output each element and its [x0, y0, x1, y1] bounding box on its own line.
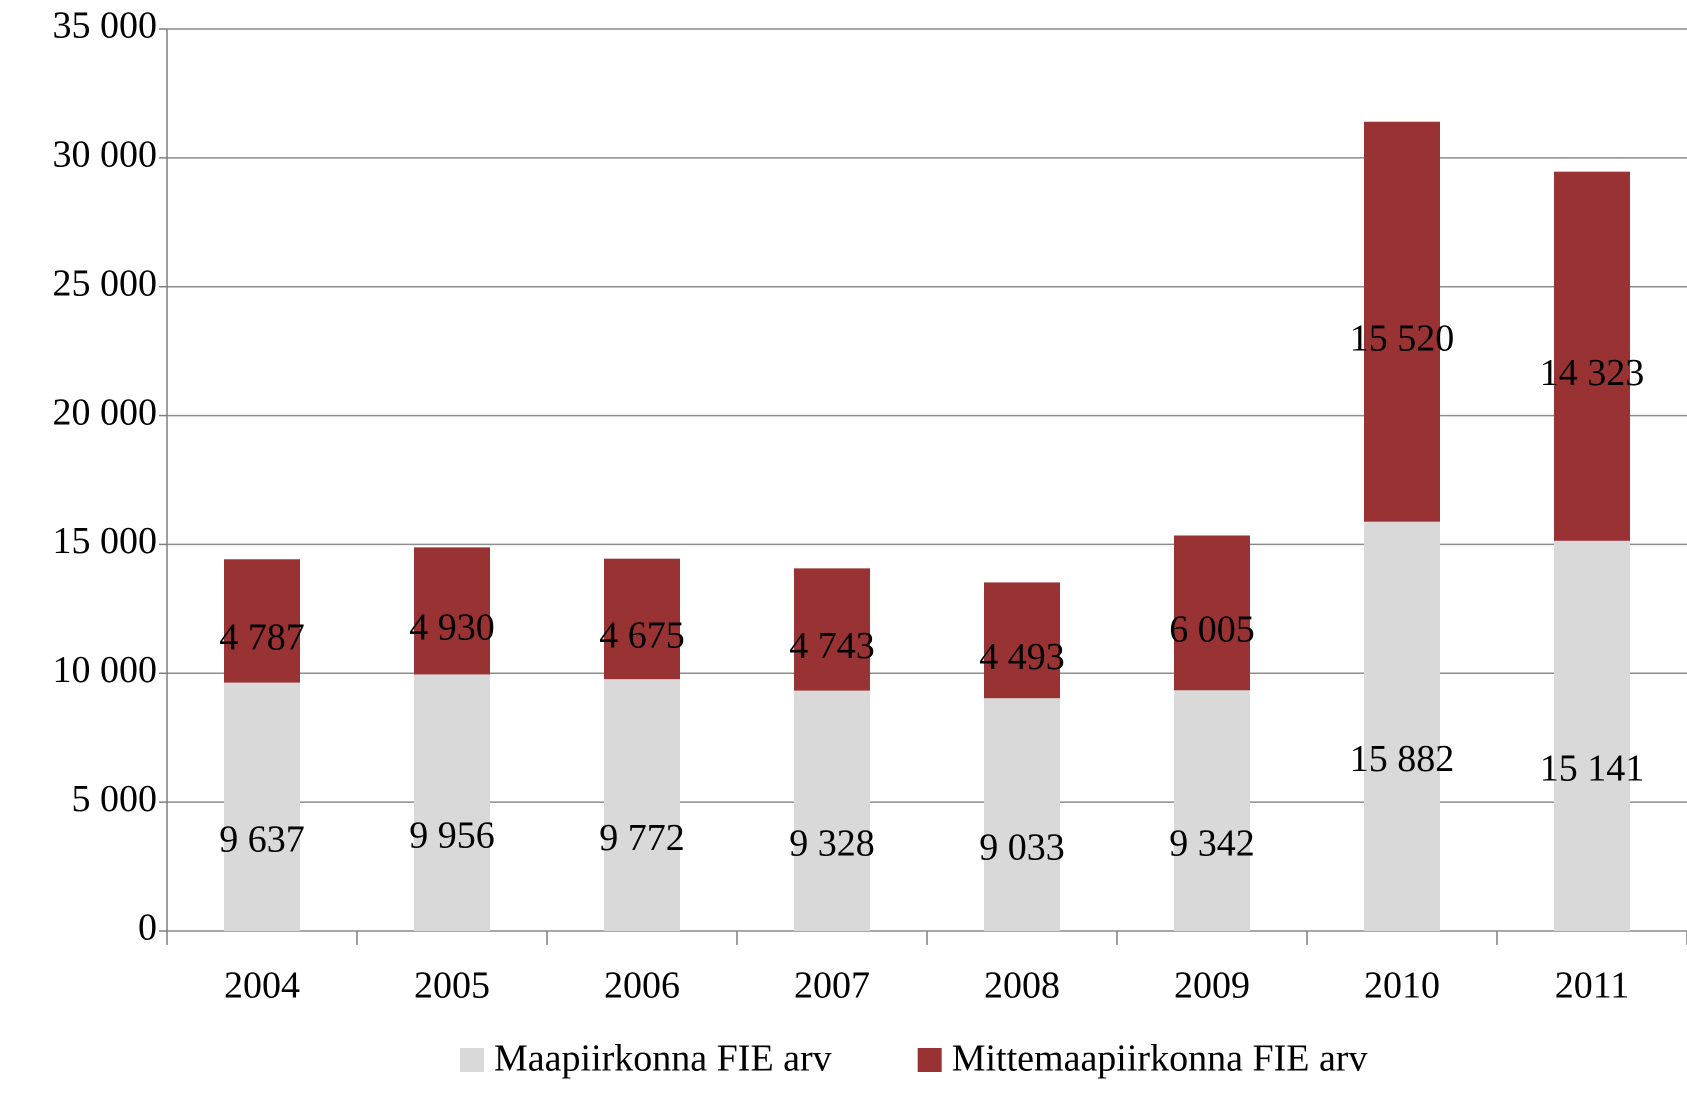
bar-segment	[1174, 690, 1250, 931]
y-tick-label: 20 000	[53, 391, 158, 433]
bar-segment	[984, 698, 1060, 931]
data-label: 4 930	[409, 607, 495, 649]
y-tick-label: 15 000	[53, 520, 158, 562]
legend-swatch	[460, 1048, 484, 1072]
bar-segment	[984, 582, 1060, 699]
legend-label: Maapiirkonna FIE arv	[494, 1038, 832, 1080]
data-label: 9 342	[1169, 822, 1255, 864]
x-tick-label: 2011	[1555, 965, 1630, 1007]
data-label: 14 323	[1540, 352, 1645, 394]
y-tick-label: 25 000	[53, 262, 158, 304]
data-label: 9 033	[979, 826, 1065, 868]
data-label: 15 882	[1350, 738, 1455, 780]
x-tick-label: 2010	[1364, 965, 1440, 1007]
data-label: 9 772	[599, 817, 685, 859]
bar-segment	[1554, 171, 1630, 541]
bar-segment	[604, 558, 680, 680]
bar-segment	[414, 547, 490, 675]
bar-segment	[224, 559, 300, 683]
bar-segment	[604, 679, 680, 931]
bar-segment	[1174, 535, 1250, 691]
data-label: 4 787	[219, 617, 305, 659]
x-tick-label: 2008	[984, 965, 1060, 1007]
x-tick-label: 2007	[794, 965, 870, 1007]
legend-swatch	[917, 1048, 942, 1072]
bar-segment	[1364, 121, 1440, 522]
x-tick-label: 2005	[414, 965, 490, 1007]
x-tick-label: 2004	[224, 965, 300, 1007]
y-tick-label: 0	[138, 907, 157, 949]
data-label: 4 675	[599, 615, 685, 657]
data-label: 15 141	[1540, 748, 1645, 790]
bar-segment	[224, 682, 300, 931]
data-label: 9 956	[409, 814, 495, 856]
bar-segment	[414, 674, 490, 931]
x-tick-label: 2006	[604, 965, 680, 1007]
legend-label: Mittemaapiirkonna FIE arv	[952, 1038, 1368, 1080]
data-label: 6 005	[1169, 609, 1255, 651]
y-tick-label: 10 000	[53, 649, 158, 691]
x-tick-label: 2009	[1174, 965, 1250, 1007]
data-label: 9 328	[789, 823, 875, 865]
y-tick-label: 35 000	[53, 5, 158, 47]
data-label: 9 637	[219, 819, 305, 861]
y-tick-label: 5 000	[72, 778, 158, 820]
data-label: 4 743	[789, 625, 875, 667]
data-label: 4 493	[979, 636, 1065, 678]
bar-segment	[794, 568, 870, 691]
data-label: 15 520	[1350, 317, 1455, 359]
bar-segment	[1554, 540, 1630, 931]
bar-segment	[794, 690, 870, 931]
y-tick-label: 30 000	[53, 134, 158, 176]
bar-segment	[1364, 521, 1440, 931]
